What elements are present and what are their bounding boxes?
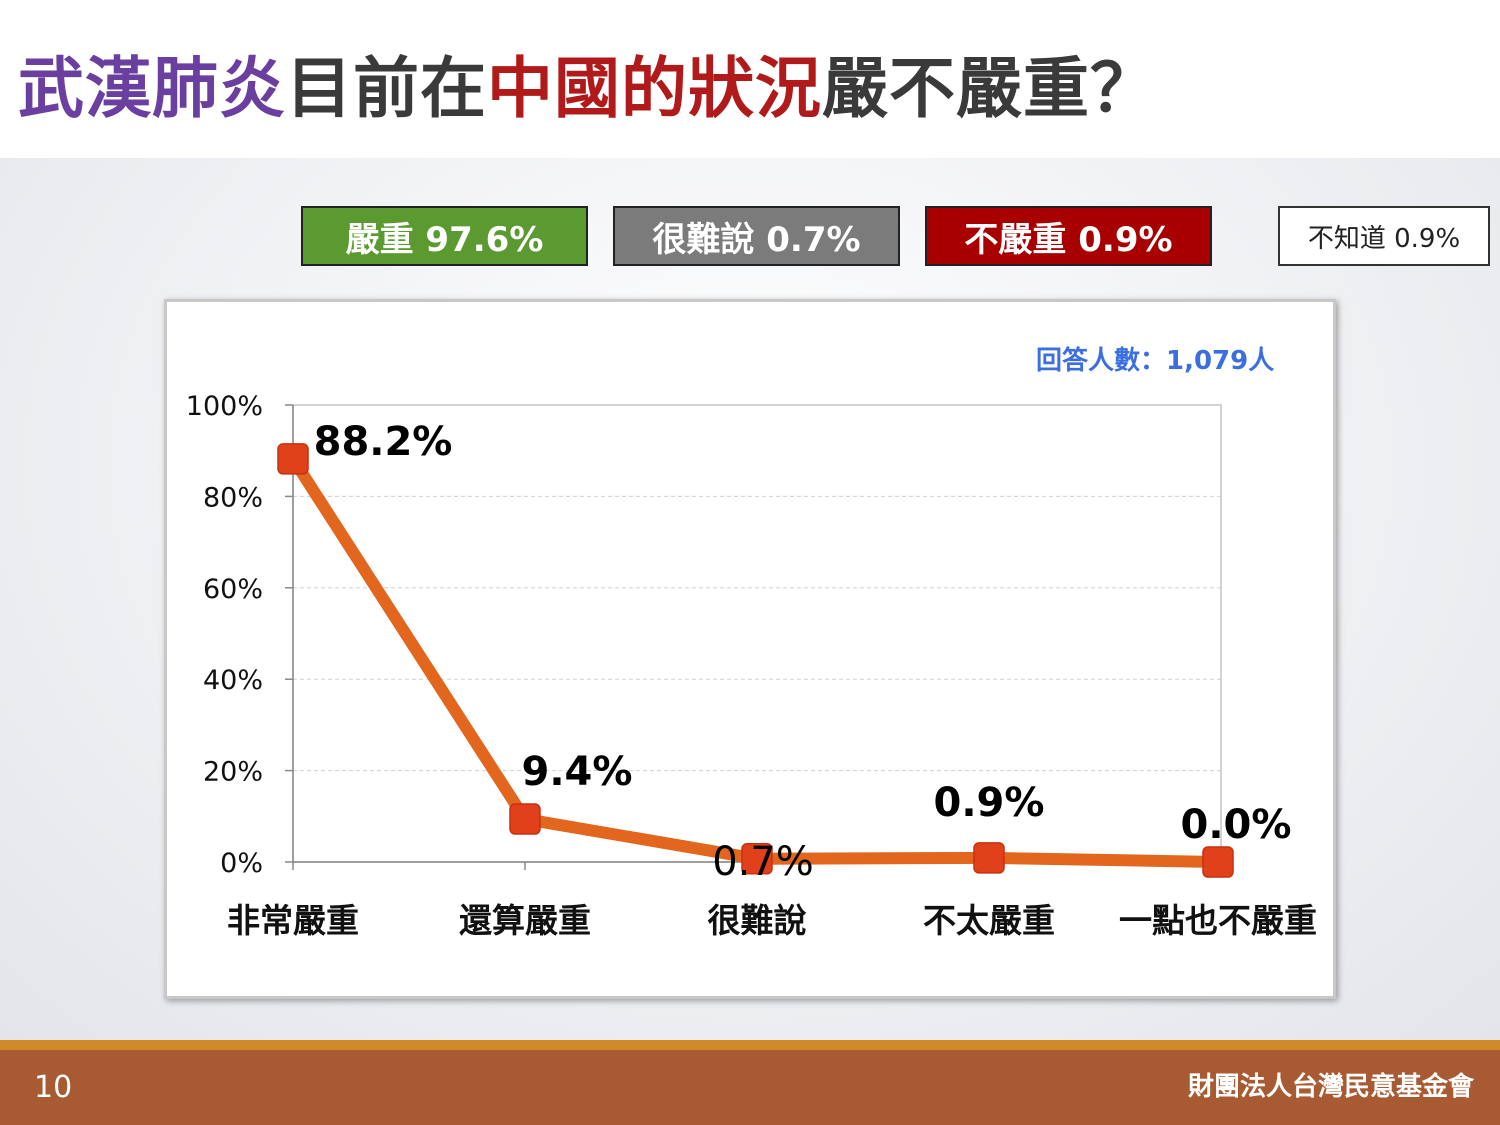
data-point-marker xyxy=(277,443,309,475)
data-label: 0.0% xyxy=(1181,802,1292,848)
chart-frame xyxy=(164,299,1336,999)
summary-not-serious-box: 不嚴重 0.9% xyxy=(925,206,1212,266)
title-part-middle: 目前在 xyxy=(286,50,487,127)
y-tick-labels: 0% 20% 40% 60% 80% 100% xyxy=(186,391,263,879)
summary-serious-box: 嚴重 97.6% xyxy=(301,206,588,266)
plot-area-border xyxy=(292,404,1222,863)
respondent-count: 回答人數：1,079人 xyxy=(1036,346,1275,376)
title-bar: 武漢肺炎目前在中國的狀況嚴不嚴重？ xyxy=(0,0,1500,158)
data-point-marker xyxy=(509,803,541,835)
x-tick-label: 還算嚴重 xyxy=(459,901,591,940)
data-label: 0.7% xyxy=(712,839,814,885)
y-tick-label: 20% xyxy=(203,757,263,788)
summary-hard-to-say-box: 很難說 0.7% xyxy=(613,206,900,266)
page-title: 武漢肺炎目前在中國的狀況嚴不嚴重？ xyxy=(18,44,1157,134)
y-tick-label: 0% xyxy=(220,848,263,879)
x-tick-label: 一點也不嚴重 xyxy=(1119,901,1317,940)
data-label: 9.4% xyxy=(522,749,633,795)
data-point-marker xyxy=(741,843,773,875)
x-tick-labels: 非常嚴重 還算嚴重 很難說 不太嚴重 一點也不嚴重 xyxy=(227,901,1317,940)
data-label: 0.9% xyxy=(934,780,1045,826)
data-point-marker xyxy=(973,842,1005,874)
footer-bar xyxy=(0,1050,1500,1125)
title-part-highlight: 中國的狀況 xyxy=(487,50,822,127)
grid-lines xyxy=(293,495,1221,772)
series-line-layer xyxy=(287,452,1224,868)
line-chart: 0% 20% 40% 60% 80% 100% 非常嚴重 還算嚴重 很難說 不太嚴重 一點也不嚴重… xyxy=(186,391,1317,940)
y-tick-label: 80% xyxy=(203,482,263,513)
title-part-topic: 武漢肺炎 xyxy=(18,50,286,127)
page-number: 10 xyxy=(34,1070,73,1105)
data-labels: 88.2% 9.4% 0.7% 0.9% 0.0% xyxy=(314,419,1292,885)
markers xyxy=(277,443,1234,878)
footer-accent-line xyxy=(0,1040,1500,1050)
data-point-marker xyxy=(1202,846,1234,878)
axes xyxy=(285,404,1222,870)
summary-unknown-box: 不知道 0.9% xyxy=(1278,206,1490,266)
x-tick-label: 很難說 xyxy=(708,901,807,940)
x-tick-label: 非常嚴重 xyxy=(227,901,359,940)
y-tick-label: 100% xyxy=(186,391,263,422)
data-label: 88.2% xyxy=(314,419,453,465)
y-tick-label: 40% xyxy=(203,665,263,696)
y-tick-label: 60% xyxy=(203,574,263,605)
organization-name: 財團法人台灣民意基金會 xyxy=(1187,1072,1474,1102)
series-line xyxy=(287,452,1224,868)
title-part-question: 嚴不嚴重？ xyxy=(822,50,1157,127)
x-tick-label: 不太嚴重 xyxy=(923,901,1055,940)
